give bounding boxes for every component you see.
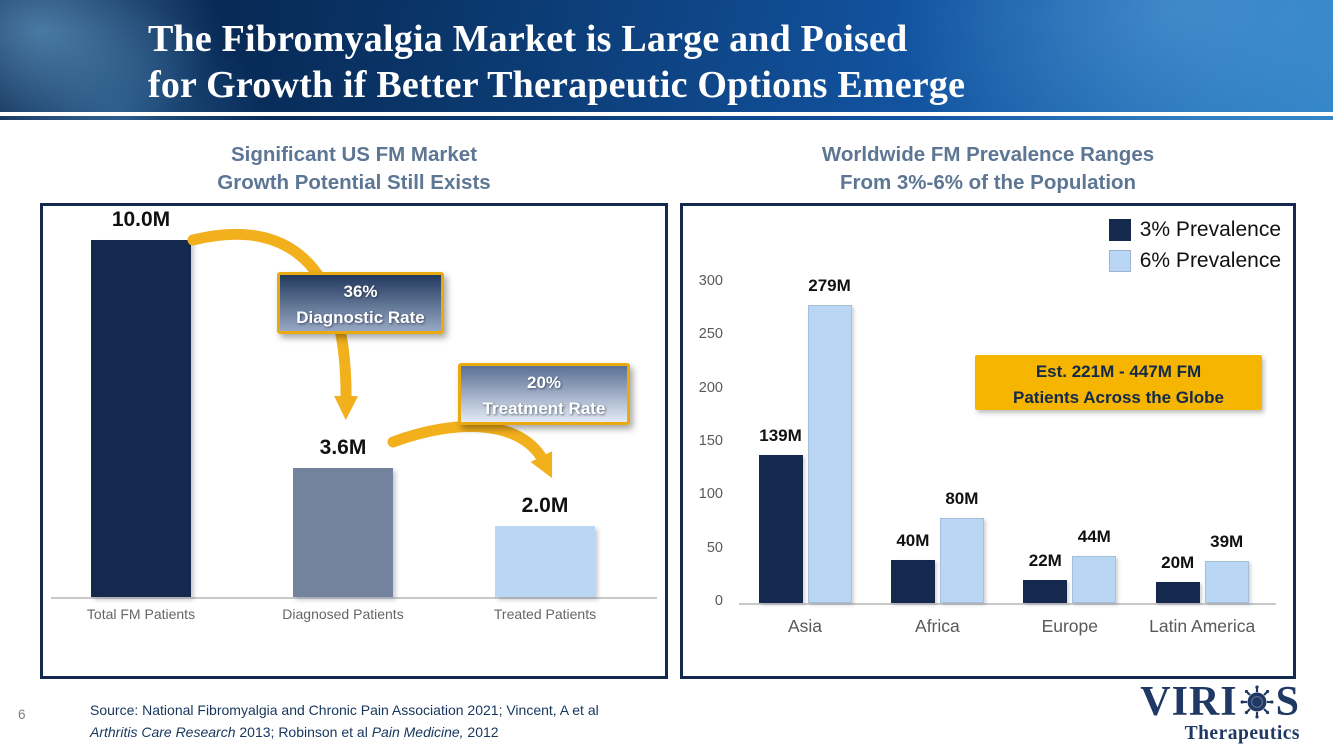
treatment-rate-percent: 20% xyxy=(526,373,562,392)
diagnostic-rate-label: Diagnostic Rate xyxy=(296,307,425,327)
region-label: Africa xyxy=(915,616,960,636)
prevalence-bar xyxy=(1072,556,1117,603)
us-chart-category-label: Total FM Patients xyxy=(86,606,196,622)
left-chart-heading-line1: Significant US FM Market xyxy=(230,143,478,166)
right-chart-heading-line2: From 3%-6% of the Population xyxy=(839,170,1137,194)
diagnostic-rate-arrow-icon xyxy=(187,228,359,420)
slide-title-line2: for Growth if Better Therapeutic Options… xyxy=(148,64,966,107)
y-axis-tick-label: 150 xyxy=(698,433,723,449)
prevalence-bar xyxy=(890,560,935,603)
legend-label-3pct: 3% Prevalence xyxy=(1139,218,1281,241)
prevalence-value-label: 40M xyxy=(896,531,930,550)
prevalence-value-label: 44M xyxy=(1077,527,1111,546)
right-chart-heading-line1: Worldwide FM Prevalence Ranges xyxy=(821,143,1155,166)
legend-swatch-3pct xyxy=(1108,219,1131,241)
global-estimate-line1: Est. 221M - 447M FM xyxy=(1035,362,1202,381)
source-line-1: Source: National Fibromyalgia and Chroni… xyxy=(90,702,599,718)
source-journal-2: Pain Medicine, xyxy=(371,723,464,740)
y-axis-tick-label: 50 xyxy=(706,539,723,556)
logo-text-s: S xyxy=(1275,679,1300,725)
treatment-rate-arrow-icon xyxy=(387,421,553,479)
legend-label-6pct: 6% Prevalence xyxy=(1139,249,1281,272)
legend-item-6pct: 6% Prevalence xyxy=(1108,249,1281,273)
left-chart-heading-line2: Growth Potential Still Exists xyxy=(217,170,491,194)
prevalence-bar xyxy=(758,455,803,603)
y-axis-tick-label: 0 xyxy=(714,593,723,609)
us-chart-value-label: 3.6M xyxy=(319,436,367,459)
prevalence-value-label: 22M xyxy=(1028,551,1062,570)
left-chart-heading: Significant US FM Market Growth Potential… xyxy=(40,141,668,196)
y-axis-tick-label: 200 xyxy=(698,379,723,396)
source-journal-1: Arthritis Care Research xyxy=(90,723,236,740)
prevalence-bar xyxy=(939,518,984,603)
virios-logo: VIRI xyxy=(1140,681,1300,745)
us-market-chart-panel: 10.0M Total FM Patients 3.6M Diagnosed Pati… xyxy=(40,203,668,679)
header-banner: The Fibromyalgia Market is Large and Poi… xyxy=(0,0,1333,120)
virus-icon xyxy=(1240,685,1274,719)
prevalence-bar xyxy=(807,305,852,603)
slide-title-line1: The Fibromyalgia Market is Large and Poi… xyxy=(148,18,908,60)
flow-arrows xyxy=(187,228,553,479)
region-label: Asia xyxy=(787,616,823,636)
prevalence-value-label: 139M xyxy=(759,426,802,445)
source-line-2: Arthritis Care Research 2013; Robinson e… xyxy=(90,722,599,744)
us-market-chart: 10.0M Total FM Patients 3.6M Diagnosed Pati… xyxy=(43,206,665,676)
prevalence-bar xyxy=(1023,580,1068,603)
prevalence-value-label: 279M xyxy=(808,276,851,295)
diagnostic-rate-callout: 36% Diagnostic Rate xyxy=(277,272,444,334)
logo-text-viri: VIRI xyxy=(1140,679,1238,725)
slide-title: The Fibromyalgia Market is Large and Poi… xyxy=(148,16,965,109)
us-chart-category-label: Treated Patients xyxy=(493,606,597,622)
page-number: 6 xyxy=(18,707,26,722)
us-chart-baseline xyxy=(51,597,657,599)
region-label: Europe xyxy=(1041,616,1099,636)
chart-legend: 3% Prevalence 6% Prevalence xyxy=(1108,218,1281,280)
source-citation: Source: National Fibromyalgia and Chroni… xyxy=(90,700,599,743)
us-chart-bar xyxy=(495,526,595,597)
prevalence-value-label: 20M xyxy=(1161,553,1195,572)
treatment-rate-callout: 20% Treatment Rate xyxy=(458,363,630,425)
prevalence-chart-baseline xyxy=(739,603,1276,605)
virios-wordmark: VIRI xyxy=(1140,681,1300,723)
y-axis-tick-label: 300 xyxy=(698,273,723,289)
region-label: Latin America xyxy=(1149,616,1256,636)
legend-swatch-6pct xyxy=(1108,250,1131,272)
logo-subtitle: Therapeutics xyxy=(1184,723,1300,744)
prevalence-value-label: 80M xyxy=(945,489,979,508)
us-chart-bar xyxy=(91,240,191,597)
us-chart-value-label: 2.0M xyxy=(521,494,569,517)
prevalence-value-label: 39M xyxy=(1210,532,1244,551)
y-axis-tick-label: 100 xyxy=(698,486,723,503)
diagnostic-rate-percent: 36% xyxy=(343,282,378,301)
right-chart-heading: Worldwide FM Prevalence Ranges From 3%-6%… xyxy=(680,141,1296,196)
global-estimate-callout: Est. 221M - 447M FM Patients Across the … xyxy=(975,355,1262,410)
worldwide-prevalence-chart: 0 50 100 150 200 250 300 139M 279M Asia 40M 80M Afri… xyxy=(683,206,1293,676)
us-chart-value-label: 10.0M xyxy=(111,208,171,231)
treatment-rate-label: Treatment Rate xyxy=(482,398,606,418)
source-text-2: 2012 xyxy=(463,723,499,740)
y-axis-tick-label: 250 xyxy=(698,326,723,343)
prevalence-bar xyxy=(1204,561,1249,603)
prevalence-bar xyxy=(1155,582,1200,603)
global-estimate-line2: Patients Across the Globe xyxy=(1013,387,1224,407)
worldwide-prevalence-chart-panel: 0 50 100 150 200 250 300 139M 279M Asia 40M 80M Afri… xyxy=(680,203,1296,679)
source-text-1: 2013; Robinson et al xyxy=(235,723,372,740)
us-chart-category-label: Diagnosed Patients xyxy=(282,606,404,622)
legend-item-3pct: 3% Prevalence xyxy=(1108,218,1281,242)
us-chart-bar xyxy=(293,468,393,597)
